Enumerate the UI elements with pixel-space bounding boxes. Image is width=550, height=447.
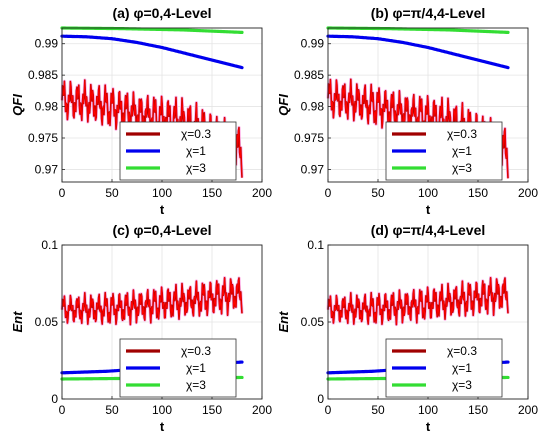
series-line-chi-0.3 — [61, 277, 243, 326]
chart-title: (a) φ=0,4-Level — [112, 5, 211, 21]
x-tick-label: 50 — [371, 403, 385, 417]
legend-label: χ=0.3 — [181, 344, 211, 358]
y-axis-label: Ent — [10, 311, 25, 333]
legend: χ=0.3 χ=1 χ=3 — [385, 121, 503, 181]
x-tick-label: 200 — [252, 186, 272, 200]
x-tick-label: 0 — [59, 403, 66, 417]
y-tick-label: 0 — [317, 392, 324, 406]
chart-panel-3: 0 50 100 150 200 0 0.05 0.1 (c) φ=0,4-Level t Ent χ… — [10, 222, 272, 434]
y-axis-label: QFI — [276, 94, 291, 116]
x-tick-label: 200 — [252, 403, 272, 417]
legend-label: χ=1 — [186, 144, 206, 158]
x-tick-label: 50 — [105, 186, 119, 200]
legend-label: χ=0.3 — [447, 344, 477, 358]
x-tick-label: 100 — [152, 403, 172, 417]
chart-title: (b) φ=π/4,4-Level — [371, 5, 486, 21]
legend: χ=0.3 χ=1 χ=3 — [119, 338, 237, 398]
chart-panel-2: 0 50 100 150 200 0.97 0.975 0.98 0.985 0.99 (b) φ=… — [276, 5, 538, 217]
x-tick-label: 50 — [105, 403, 119, 417]
legend: χ=0.3 χ=1 χ=3 — [385, 338, 503, 398]
x-tick-label: 100 — [418, 403, 438, 417]
x-tick-label: 200 — [518, 186, 538, 200]
legend: χ=0.3 χ=1 χ=3 — [119, 121, 237, 181]
y-tick-label: 0.985 — [28, 68, 58, 82]
x-tick-label: 0 — [325, 186, 332, 200]
legend-label: χ=1 — [452, 361, 472, 375]
x-tick-label: 150 — [468, 186, 488, 200]
legend-label: χ=1 — [452, 144, 472, 158]
x-axis-label: t — [160, 202, 165, 217]
x-tick-label: 50 — [371, 186, 385, 200]
y-tick-label: 0.05 — [35, 315, 59, 329]
y-tick-label: 0.97 — [301, 162, 325, 176]
legend-label: χ=1 — [186, 361, 206, 375]
x-tick-label: 150 — [202, 186, 222, 200]
y-tick-label: 0.99 — [35, 37, 59, 51]
legend-label: χ=3 — [452, 161, 472, 175]
y-axis-label: Ent — [276, 311, 291, 333]
x-axis-label: t — [426, 202, 431, 217]
x-tick-label: 150 — [468, 403, 488, 417]
legend-label: χ=0.3 — [447, 127, 477, 141]
x-tick-label: 100 — [152, 186, 172, 200]
y-tick-label: 0.98 — [301, 100, 325, 114]
x-axis-label: t — [426, 419, 431, 434]
x-tick-label: 0 — [325, 403, 332, 417]
legend-label: χ=3 — [186, 378, 206, 392]
y-tick-label: 0 — [51, 392, 58, 406]
chart-panel-1: 0 50 100 150 200 0.97 0.975 0.98 0.985 0.99 (a) φ=… — [10, 5, 272, 217]
y-axis-label: QFI — [10, 94, 25, 116]
x-axis-label: t — [160, 419, 165, 434]
y-tick-label: 0.975 — [28, 131, 58, 145]
chart-panel-4: 0 50 100 150 200 0 0.05 0.1 (d) φ=π/4,4-Level t En… — [276, 222, 538, 434]
y-tick-label: 0.98 — [35, 100, 59, 114]
series-line-1 — [326, 34, 510, 70]
y-tick-label: 0.1 — [41, 238, 58, 252]
legend-label: χ=0.3 — [181, 127, 211, 141]
y-tick-label: 0.985 — [294, 68, 324, 82]
y-tick-label: 0.05 — [301, 315, 325, 329]
chart-title: (d) φ=π/4,4-Level — [371, 222, 486, 238]
legend-label: χ=3 — [452, 378, 472, 392]
x-tick-label: 100 — [418, 186, 438, 200]
chart-title: (c) φ=0,4-Level — [112, 222, 211, 238]
series-line-3 — [60, 26, 244, 34]
y-tick-label: 0.99 — [301, 37, 325, 51]
x-tick-label: 0 — [59, 186, 66, 200]
x-tick-label: 150 — [202, 403, 222, 417]
series-line-1 — [60, 34, 244, 70]
series-line-chi-0.3 — [327, 277, 509, 326]
legend-label: χ=3 — [186, 161, 206, 175]
series-line-3 — [326, 26, 510, 34]
x-tick-label: 200 — [518, 403, 538, 417]
y-tick-label: 0.97 — [35, 162, 59, 176]
y-tick-label: 0.1 — [307, 238, 324, 252]
y-tick-label: 0.975 — [294, 131, 324, 145]
